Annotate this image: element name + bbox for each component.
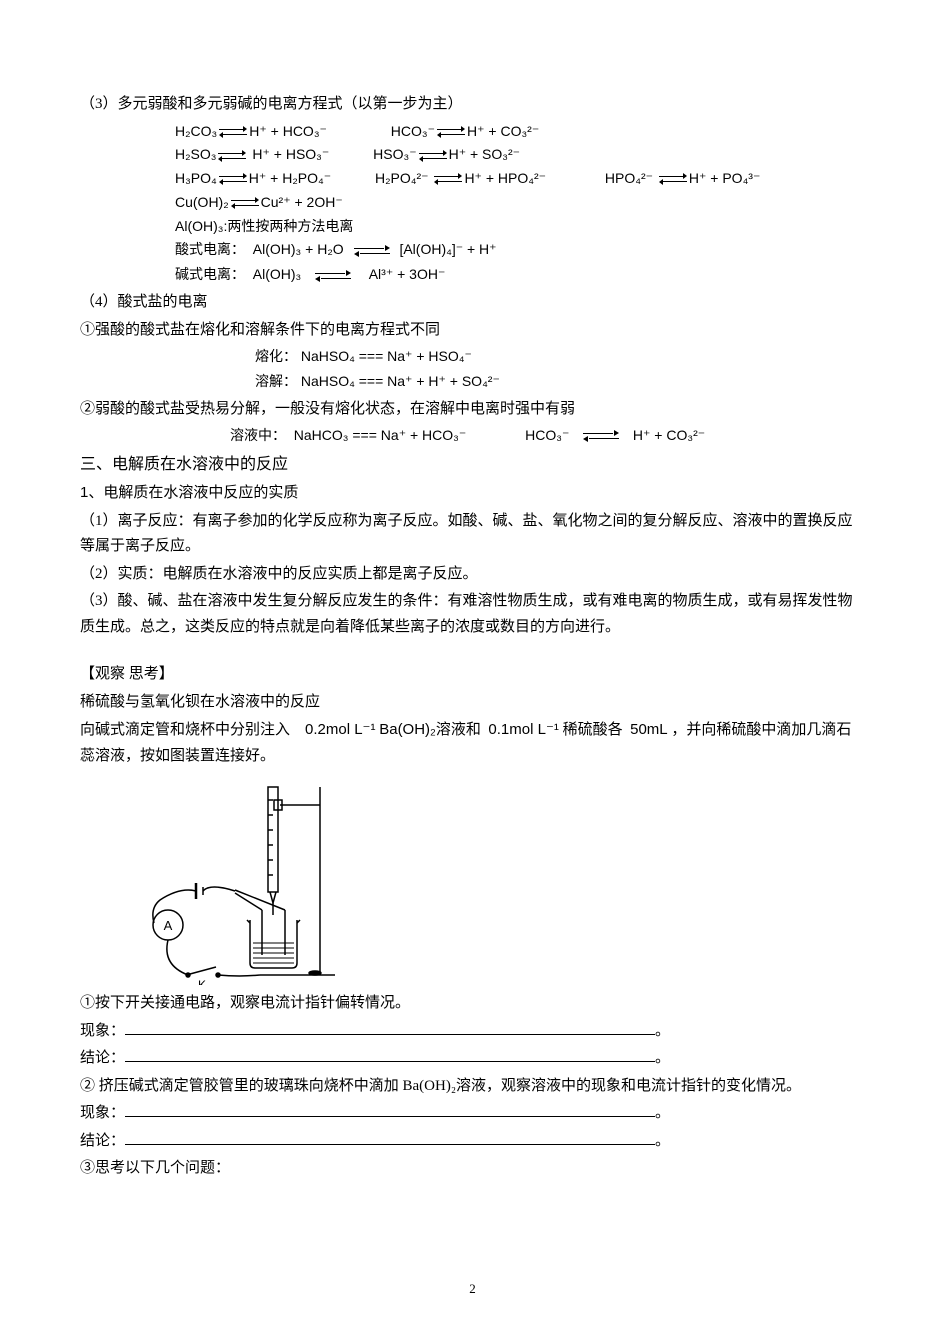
observe-setup: 向碱式滴定管和烧杯中分别注入 0.2mol L⁻¹ Ba(OH)₂溶液和 0.1… [80, 717, 865, 769]
switch-label: K [198, 978, 206, 985]
blank-conc2[interactable] [125, 1129, 655, 1145]
step2: ② 挤压碱式滴定管胶管里的玻璃珠向烧杯中滴加 Ba(OH)₂溶液，观察溶液中的现… [80, 1074, 865, 1100]
aloh-intro: Al(OH)₃:两性按两种方法电离 [175, 215, 865, 239]
eq-dissolve: 溶解： NaHSO₄ === Na⁺ + H⁺ + SO₄²⁻ [255, 370, 865, 395]
blank-phen1[interactable] [125, 1019, 655, 1035]
aloh-basic: 碱式电离： Al(OH)₃ Al³⁺ + 3OH⁻ [175, 263, 865, 288]
conc2-row: 结论：。 [80, 1129, 865, 1155]
apparatus-diagram: A K [110, 775, 340, 985]
eq-h2co3: H₂CO₃H⁺ + HCO₃⁻ HCO₃⁻H⁺ + CO₃²⁻ [175, 120, 865, 144]
phen1-row: 现象：。 [80, 1019, 865, 1045]
main3-heading: 三、电解质在水溶液中的反应 [80, 451, 865, 478]
ammeter-label: A [164, 918, 173, 933]
eq-melt: 熔化： NaHSO₄ === Na⁺ + HSO₄⁻ [255, 345, 865, 370]
observe-subtitle: 稀硫酸与氢氧化钡在水溶液中的反应 [80, 690, 865, 716]
page-number: 2 [0, 1278, 945, 1300]
blank-conc1[interactable] [125, 1046, 655, 1062]
sec4-line1: ①强酸的酸式盐在熔化和溶解条件下的电离方程式不同 [80, 318, 865, 344]
eq-h2so3: H₂SO₃ H⁺ + HSO₃⁻ HSO₃⁻H⁺ + SO₃²⁻ [175, 143, 865, 167]
page: （3）多元弱酸和多元弱碱的电离方程式（以第一步为主） H₂CO₃H⁺ + HCO… [0, 0, 945, 1338]
observe-title: 【观察 思考】 [80, 662, 865, 688]
step1: ①按下开关接通电路，观察电流计指针偏转情况。 [80, 991, 865, 1017]
conc1-row: 结论：。 [80, 1046, 865, 1072]
eq-solution: 溶液中： NaHCO₃ === Na⁺ + HCO₃⁻ HCO₃⁻ H⁺ + C… [230, 424, 865, 449]
aloh-acidic: 酸式电离： Al(OH)₃ + H₂O [Al(OH)₄]⁻ + H⁺ [175, 238, 865, 263]
sec4-line2: ②弱酸的酸式盐受热易分解，一般没有熔化状态，在溶解中电离时强中有弱 [80, 397, 865, 423]
blank-phen2[interactable] [125, 1101, 655, 1117]
main3-p2: （2）实质：电解质在水溶液中的反应实质上都是离子反应。 [80, 562, 865, 588]
eq-cuoh2: Cu(OH)₂Cu²⁺ + 2OH⁻ [175, 191, 865, 215]
step3: ③思考以下几个问题： [80, 1156, 865, 1182]
sec3-heading: （3）多元弱酸和多元弱碱的电离方程式（以第一步为主） [80, 92, 865, 118]
main3-sub1: 11、电解质在水溶液中反应的实质、电解质在水溶液中反应的实质 [80, 480, 865, 507]
main3-p3: （3）酸、碱、盐在溶液中发生复分解反应发生的条件：有难溶性物质生成，或有难电离的… [80, 589, 865, 640]
sec4-heading: （4）酸式盐的电离 [80, 290, 865, 316]
phen2-row: 现象：。 [80, 1101, 865, 1127]
eq-h3po4: H₃PO₄H⁺ + H₂PO₄⁻ H₂PO₄²⁻ H⁺ + HPO₄²⁻ HPO… [175, 167, 865, 191]
spacer [80, 642, 865, 660]
main3-p1: （1）离子反应：有离子参加的化学反应称为离子反应。如酸、碱、盐、氧化物之间的复分… [80, 509, 865, 560]
